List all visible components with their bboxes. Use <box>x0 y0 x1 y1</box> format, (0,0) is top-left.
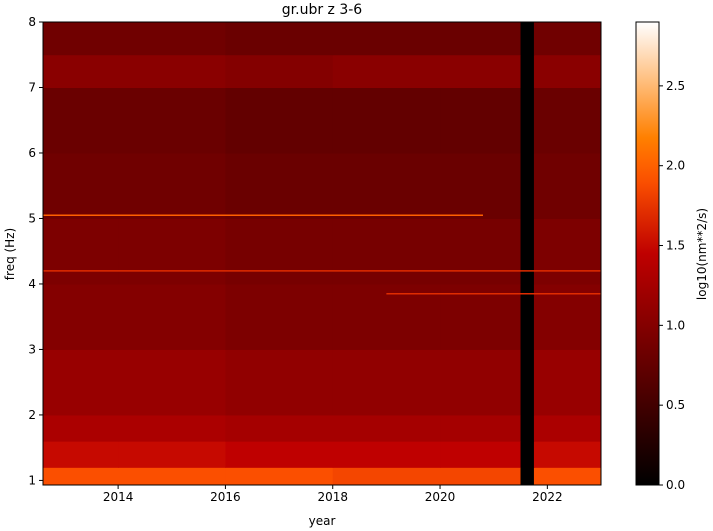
heatmap-cell <box>440 152 522 219</box>
heatmap-cell <box>332 218 441 285</box>
heatmap-cell <box>43 22 119 56</box>
y-tick-label: 1 <box>28 473 36 487</box>
heatmap-cell <box>332 54 441 88</box>
heatmap-cell <box>118 54 226 88</box>
heatmap-cell <box>520 414 535 442</box>
heatmap-cell <box>533 441 601 468</box>
heatmap-cell <box>332 441 441 468</box>
heatmap-cell <box>520 218 535 285</box>
x-tick-label: 2014 <box>103 490 134 504</box>
x-tick-label: 2018 <box>317 490 348 504</box>
heatmap-cell <box>225 54 334 88</box>
heatmap-cell <box>520 441 535 468</box>
heatmap-cell <box>225 22 334 56</box>
heatmap-cell <box>118 87 226 154</box>
colorbar-tick-label: 1.5 <box>666 239 685 253</box>
heatmap-cell <box>440 467 522 485</box>
y-tick-label: 2 <box>28 408 36 422</box>
heatmap-cell <box>440 218 522 285</box>
heatmap-cell <box>332 467 441 485</box>
heatmap-cell <box>533 349 601 416</box>
heatmap-cell <box>225 441 334 468</box>
heatmap-cell <box>533 152 601 219</box>
x-tick-label: 2022 <box>532 490 563 504</box>
heatmap-cell <box>520 87 535 154</box>
heatmap-cell <box>332 22 441 56</box>
y-axis-label: freq (Hz) <box>3 228 17 280</box>
heatmap-cell <box>43 441 119 468</box>
heatmap-cell <box>43 152 119 219</box>
heatmap-cell <box>440 87 522 154</box>
heatmap-cell <box>440 349 522 416</box>
heatmap-cell <box>440 22 522 56</box>
heatmap-cell <box>533 467 601 485</box>
y-tick-label: 4 <box>28 277 36 291</box>
plot-area <box>43 22 601 485</box>
heatmap-cell <box>43 414 119 442</box>
heatmap-cell <box>225 218 334 285</box>
heatmap-cell <box>43 349 119 416</box>
heatmap-cell <box>520 54 535 88</box>
heatmap-cell <box>118 152 226 219</box>
y-tick-label: 6 <box>28 146 36 160</box>
colorbar-label: log10(nm**2/s) <box>695 208 709 300</box>
heatmap-cell <box>43 283 119 350</box>
y-tick-label: 8 <box>28 15 36 29</box>
colorbar-tick-label: 2.0 <box>666 159 685 173</box>
heatmap-cell <box>533 87 601 154</box>
heatmap-cell <box>225 349 334 416</box>
colorbar-tick-label: 1.0 <box>666 318 685 332</box>
y-tick-label: 5 <box>28 211 36 225</box>
colorbar <box>636 22 659 485</box>
heatmap-cell <box>43 218 119 285</box>
heatmap-cell <box>520 283 535 350</box>
heatmap-cell <box>43 54 119 88</box>
colorbar-tick-label: 0.0 <box>666 478 685 492</box>
heatmap-cell <box>225 87 334 154</box>
axes-frame <box>42 21 602 486</box>
heatmap-cell <box>332 349 441 416</box>
heatmap-cell <box>533 218 601 285</box>
heatmap-cell <box>533 414 601 442</box>
heatmap-cell <box>118 283 226 350</box>
heatmap-cell <box>440 414 522 442</box>
heatmap-cell <box>118 218 226 285</box>
heatmap-cell <box>520 152 535 219</box>
x-tick-label: 2020 <box>425 490 456 504</box>
y-tick-label: 7 <box>28 80 36 94</box>
colorbar-frame <box>635 21 660 486</box>
heatmap-cell <box>520 22 535 56</box>
x-axis-label: year <box>309 514 336 528</box>
heatmap-cell <box>332 414 441 442</box>
y-tick-label: 3 <box>28 342 36 356</box>
chart-title: gr.ubr z 3-6 <box>282 2 363 18</box>
heatmap-cell <box>533 54 601 88</box>
heatmap-cell <box>520 349 535 416</box>
heatmap-cell <box>533 283 601 350</box>
heatmap-cell <box>118 467 226 485</box>
heatmap-cell <box>332 283 441 350</box>
heatmap-cell <box>440 441 522 468</box>
heatmap-cell <box>118 414 226 442</box>
heatmap-cell <box>225 152 334 219</box>
colorbar-tick-label: 2.5 <box>666 79 685 93</box>
heatmap-cell <box>118 441 226 468</box>
heatmap-cell <box>225 283 334 350</box>
heatmap-cell <box>332 152 441 219</box>
heatmap-cell <box>43 87 119 154</box>
heatmap-cell <box>225 467 334 485</box>
heatmap-cell <box>440 283 522 350</box>
colorbar-tick-label: 0.5 <box>666 398 685 412</box>
heatmap-cell <box>440 54 522 88</box>
heatmap-cell <box>118 22 226 56</box>
heatmap-cell <box>520 467 535 485</box>
heatmap-cell <box>225 414 334 442</box>
heatmap-cell <box>332 87 441 154</box>
heatmap-cell <box>118 349 226 416</box>
x-tick-label: 2016 <box>210 490 241 504</box>
heatmap-cell <box>533 22 601 56</box>
heatmap-cell <box>43 467 119 485</box>
